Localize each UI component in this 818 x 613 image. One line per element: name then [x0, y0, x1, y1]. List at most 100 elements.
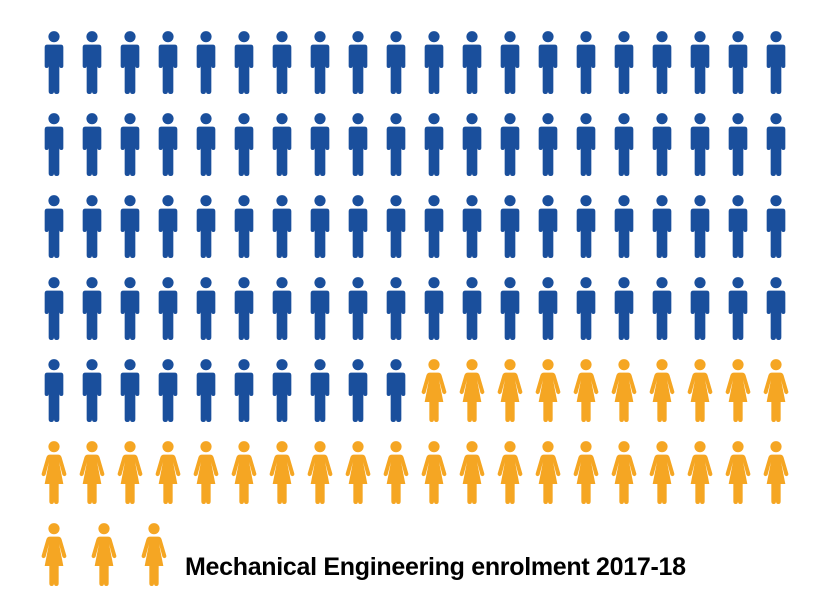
female-icon — [757, 358, 795, 422]
female-icon — [719, 358, 757, 422]
male-icon — [73, 358, 111, 422]
male-icon — [567, 276, 605, 340]
female-icon — [263, 440, 301, 504]
male-icon — [301, 276, 339, 340]
male-icon — [339, 194, 377, 258]
male-icon — [529, 112, 567, 176]
male-icon — [377, 30, 415, 94]
female-icon — [187, 440, 225, 504]
male-icon — [263, 30, 301, 94]
female-icon — [529, 440, 567, 504]
male-icon — [757, 194, 795, 258]
male-icon — [719, 276, 757, 340]
male-icon — [301, 30, 339, 94]
male-icon — [73, 194, 111, 258]
male-icon — [453, 194, 491, 258]
male-icon — [529, 276, 567, 340]
male-icon — [225, 30, 263, 94]
pictogram-row — [35, 30, 795, 94]
male-icon — [377, 358, 415, 422]
pictogram-row — [35, 276, 795, 340]
male-icon — [567, 112, 605, 176]
female-icon — [643, 440, 681, 504]
female-icon — [605, 440, 643, 504]
pictogram-row: Mechanical Engineering enrolment 2017-18 — [35, 522, 686, 586]
male-icon — [415, 112, 453, 176]
female-icon — [225, 440, 263, 504]
male-icon — [35, 194, 73, 258]
chart-title: Mechanical Engineering enrolment 2017-18 — [185, 553, 686, 586]
male-icon — [567, 30, 605, 94]
male-icon — [757, 30, 795, 94]
male-icon — [719, 30, 757, 94]
male-icon — [225, 276, 263, 340]
male-icon — [225, 194, 263, 258]
male-icon — [263, 194, 301, 258]
male-icon — [301, 112, 339, 176]
pictogram-grid: Mechanical Engineering enrolment 2017-18 — [35, 30, 795, 586]
male-icon — [35, 112, 73, 176]
male-icon — [567, 194, 605, 258]
male-icon — [339, 30, 377, 94]
male-icon — [415, 194, 453, 258]
pictogram-row — [35, 440, 795, 504]
female-icon — [35, 522, 73, 586]
male-icon — [643, 276, 681, 340]
female-icon — [605, 358, 643, 422]
female-icon — [719, 440, 757, 504]
female-icon — [415, 358, 453, 422]
female-icon — [85, 522, 123, 586]
male-icon — [187, 276, 225, 340]
male-icon — [225, 112, 263, 176]
male-icon — [111, 194, 149, 258]
male-icon — [263, 112, 301, 176]
male-icon — [111, 276, 149, 340]
male-icon — [529, 30, 567, 94]
male-icon — [681, 276, 719, 340]
female-icon — [453, 440, 491, 504]
male-icon — [377, 112, 415, 176]
male-icon — [453, 112, 491, 176]
male-icon — [643, 30, 681, 94]
male-icon — [719, 194, 757, 258]
male-icon — [415, 30, 453, 94]
female-icon — [681, 358, 719, 422]
female-icon — [491, 440, 529, 504]
female-icon — [35, 440, 73, 504]
female-icon — [149, 440, 187, 504]
male-icon — [719, 112, 757, 176]
female-icon — [643, 358, 681, 422]
male-icon — [339, 112, 377, 176]
male-icon — [149, 276, 187, 340]
pictogram-row — [35, 358, 795, 422]
male-icon — [681, 30, 719, 94]
female-icon — [111, 440, 149, 504]
male-icon — [681, 194, 719, 258]
male-icon — [377, 276, 415, 340]
female-icon — [135, 522, 173, 586]
female-icon — [529, 358, 567, 422]
female-icon — [453, 358, 491, 422]
male-icon — [187, 194, 225, 258]
male-icon — [73, 112, 111, 176]
female-icon — [377, 440, 415, 504]
male-icon — [605, 30, 643, 94]
female-icon — [681, 440, 719, 504]
male-icon — [149, 30, 187, 94]
female-icon — [757, 440, 795, 504]
male-icon — [73, 276, 111, 340]
male-icon — [187, 358, 225, 422]
male-icon — [681, 112, 719, 176]
male-icon — [377, 194, 415, 258]
female-icon — [567, 358, 605, 422]
male-icon — [149, 194, 187, 258]
male-icon — [35, 358, 73, 422]
male-icon — [491, 30, 529, 94]
male-icon — [757, 112, 795, 176]
male-icon — [605, 194, 643, 258]
pictogram-row — [35, 194, 795, 258]
male-icon — [187, 112, 225, 176]
pictogram-row — [35, 112, 795, 176]
male-icon — [301, 358, 339, 422]
male-icon — [453, 30, 491, 94]
